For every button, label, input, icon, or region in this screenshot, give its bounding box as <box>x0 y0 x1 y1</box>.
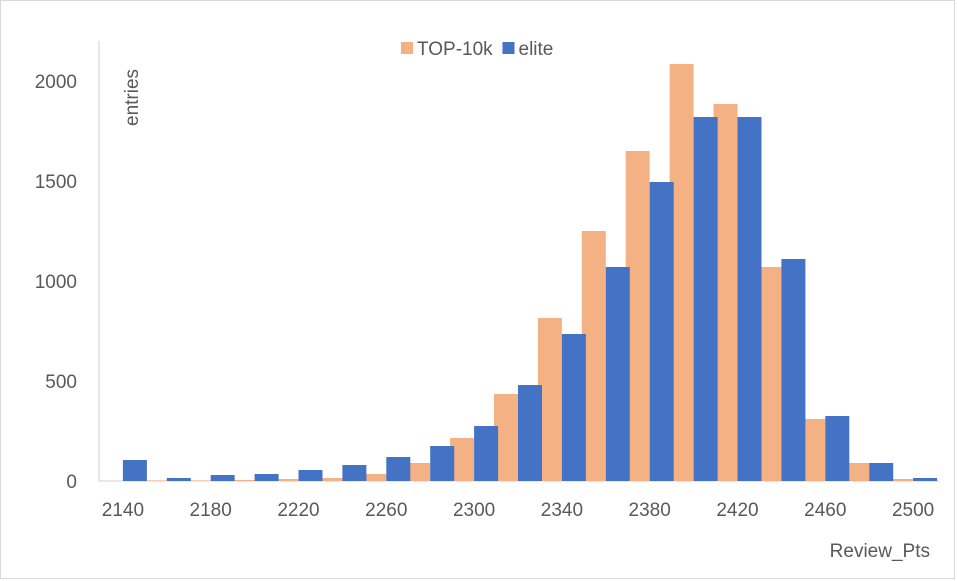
y-axis-title: entries <box>122 69 143 126</box>
bar-top-10k-3 <box>230 480 255 481</box>
y-tick-label: 500 <box>45 372 77 393</box>
bar-elite-1 <box>166 478 191 481</box>
bar-top-10k-6 <box>362 474 387 481</box>
bar-top-10k-2 <box>186 480 211 481</box>
bar-elite-8 <box>474 426 499 481</box>
y-tick-label: 1500 <box>35 172 77 193</box>
x-tick-label: 2300 <box>453 500 495 521</box>
legend-label: TOP-10k <box>417 39 493 60</box>
x-tick-label: 2380 <box>629 500 671 521</box>
bar-elite-18 <box>913 478 938 481</box>
legend-swatch <box>502 42 515 54</box>
x-tick-label: 2420 <box>716 500 758 521</box>
bar-elite-0 <box>122 460 147 481</box>
bar-elite-16 <box>825 416 850 481</box>
x-tick-label: 2500 <box>892 500 934 521</box>
bar-top-10k-17 <box>845 463 870 481</box>
x-tick-label: 2260 <box>365 500 407 521</box>
legend-label: elite <box>519 39 554 60</box>
bar-elite-6 <box>386 457 411 481</box>
bar-elite-5 <box>342 465 367 481</box>
legend: TOP-10k elite <box>401 39 553 60</box>
bar-top-10k-18 <box>889 479 914 481</box>
bar-elite-13 <box>693 117 718 481</box>
bar-elite-11 <box>605 267 630 481</box>
bar-elite-3 <box>254 474 279 481</box>
x-tick-label: 2340 <box>541 500 583 521</box>
bar-elite-14 <box>737 117 762 481</box>
bar-top-10k-4 <box>274 479 299 481</box>
bar-elite-17 <box>869 463 894 481</box>
bar-elite-12 <box>649 182 674 481</box>
x-tick-label: 2180 <box>190 500 232 521</box>
bar-elite-4 <box>298 470 323 481</box>
y-tick-label: 1000 <box>35 272 77 293</box>
x-axis-title: Review_Pts <box>830 541 930 562</box>
bar-elite-7 <box>430 446 455 481</box>
bar-top-10k-5 <box>318 478 343 481</box>
y-tick-label: 0 <box>66 472 77 493</box>
bar-elite-9 <box>518 385 542 481</box>
x-tick-labels: 2140 2180 2220 2260 2300 2340 2380 2420 2460 2500 <box>102 500 934 521</box>
x-tick-label: 2460 <box>804 500 846 521</box>
x-tick-label: 2140 <box>102 500 144 521</box>
x-tick-label: 2220 <box>277 500 319 521</box>
bar-elite-10 <box>561 334 586 481</box>
legend-swatch <box>401 42 413 54</box>
bar-top-10k-7 <box>406 463 431 481</box>
bar-elite-15 <box>781 259 806 481</box>
bar-elite-2 <box>210 475 235 481</box>
bar-top-10k-1 <box>142 480 167 481</box>
y-tick-labels: 0 500 1000 1500 2000 <box>35 72 77 493</box>
y-tick-label: 2000 <box>35 72 77 93</box>
bars-group <box>122 64 938 481</box>
